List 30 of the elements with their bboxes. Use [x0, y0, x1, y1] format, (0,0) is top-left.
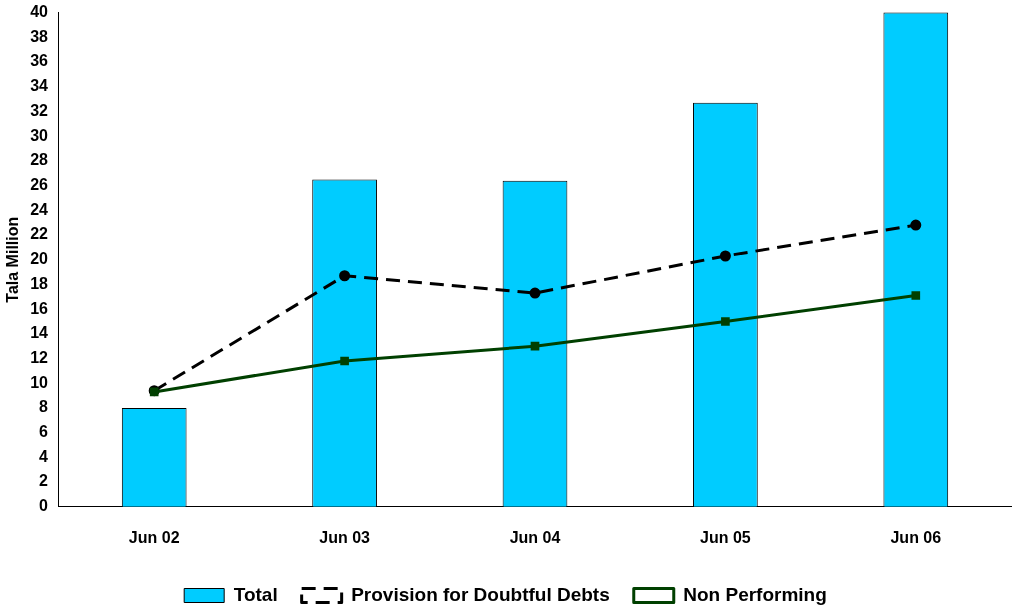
y-tick-label: 2: [39, 472, 49, 490]
y-tick-label: 34: [30, 77, 49, 95]
legend-label: Total: [233, 583, 278, 605]
legend-label: Provision for Doubtful Debts: [351, 583, 610, 605]
y-axis-title: Tala Million: [4, 216, 22, 303]
y-tick-label: 32: [30, 101, 49, 119]
y-tick-label: 4: [39, 447, 49, 465]
x-tick-label: Jun 02: [128, 528, 180, 546]
y-tick-label: 26: [30, 175, 49, 193]
y-tick-label: 16: [30, 299, 49, 317]
y-tick-label: 36: [30, 52, 49, 70]
y-tick-label: 20: [30, 250, 49, 268]
x-tick-label: Jun 05: [700, 528, 751, 546]
y-tick-label: 22: [30, 225, 49, 243]
y-tick-label: 8: [39, 398, 49, 416]
y-tick-label: 6: [39, 423, 49, 441]
x-tick-label: Jun 04: [509, 528, 561, 546]
y-tick-label: 38: [30, 27, 49, 45]
y-tick-label: 12: [30, 348, 49, 366]
x-tick-label: Jun 06: [890, 528, 942, 546]
y-tick-label: 30: [30, 126, 49, 144]
legend-label: Non Performing: [683, 583, 827, 605]
y-tick-label: 0: [39, 497, 49, 515]
x-tick-label: Jun 03: [319, 528, 371, 546]
y-tick-label: 24: [30, 200, 49, 218]
y-tick-label: 28: [30, 151, 49, 169]
y-tick-label: 40: [30, 3, 49, 21]
y-tick-label: 18: [30, 274, 49, 292]
y-tick-label: 14: [30, 324, 49, 342]
y-tick-label: 10: [30, 373, 49, 391]
